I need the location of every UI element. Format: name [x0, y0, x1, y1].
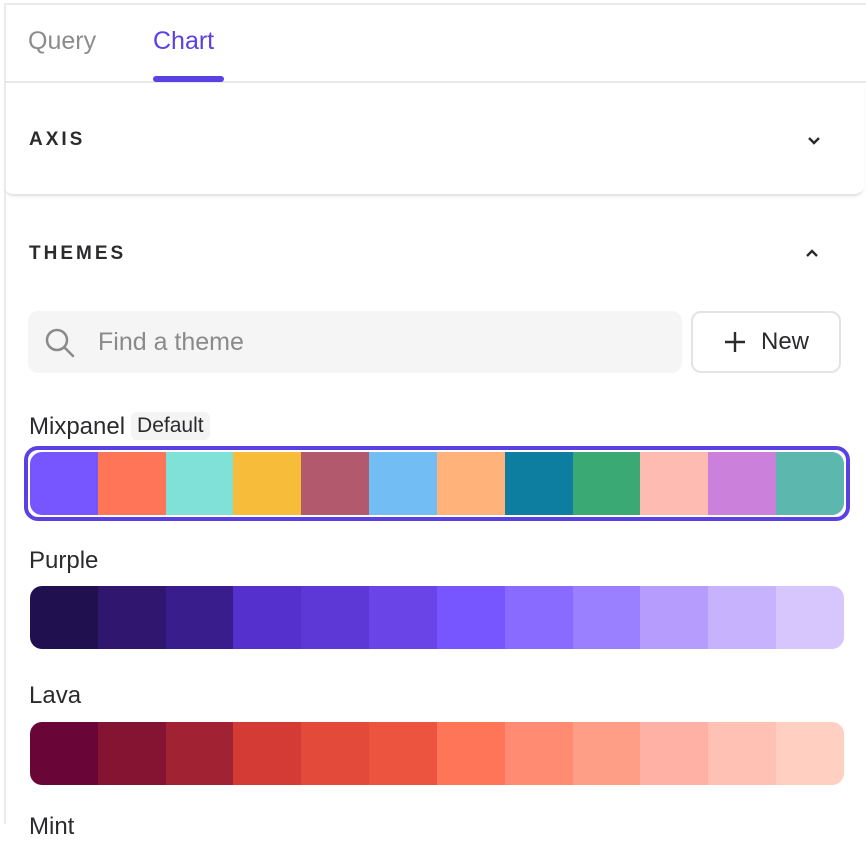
color-swatch — [165, 722, 234, 785]
theme-palette-purple[interactable] — [30, 586, 844, 649]
theme-name: Purple — [29, 547, 99, 574]
new-theme-button[interactable]: New — [691, 311, 841, 373]
plus-icon — [724, 332, 745, 352]
chevron-down-icon[interactable] — [806, 133, 822, 149]
color-swatch — [708, 586, 777, 649]
themes-title: THEMES — [29, 243, 127, 264]
color-swatch — [504, 452, 573, 515]
color-swatch — [301, 586, 370, 649]
active-tab-indicator — [153, 76, 224, 82]
tab-bar: Query Chart — [4, 3, 866, 83]
axis-section[interactable]: AXIS — [4, 83, 864, 196]
color-swatch — [165, 586, 234, 649]
color-swatch — [436, 586, 505, 649]
new-button-label: New — [760, 328, 809, 355]
color-swatch — [708, 722, 777, 785]
search-icon — [45, 328, 75, 358]
color-swatch — [504, 586, 573, 649]
color-swatch — [233, 722, 302, 785]
color-swatch — [301, 452, 370, 515]
color-swatch — [436, 452, 505, 515]
chevron-up-icon[interactable] — [804, 245, 820, 261]
color-swatch — [301, 722, 370, 785]
color-swatch — [776, 722, 844, 785]
selected-theme-outline — [24, 446, 850, 521]
color-swatch — [97, 722, 166, 785]
color-swatch — [776, 452, 844, 515]
default-badge: Default — [131, 412, 210, 440]
color-swatch — [776, 586, 844, 649]
color-swatch — [572, 452, 641, 515]
color-swatch — [233, 452, 302, 515]
color-swatch — [97, 586, 166, 649]
tab-chart[interactable]: Chart — [153, 27, 215, 55]
color-swatch — [30, 586, 98, 649]
color-swatch — [30, 452, 98, 515]
color-swatch — [233, 586, 302, 649]
theme-name: Lava — [29, 682, 82, 709]
color-swatch — [30, 722, 98, 785]
color-swatch — [165, 452, 234, 515]
panel — [4, 3, 866, 824]
color-swatch — [640, 586, 709, 649]
theme-name: Mixpanel Default — [29, 412, 210, 441]
theme-palette-lava[interactable] — [30, 722, 844, 785]
axis-title: AXIS — [29, 129, 86, 150]
color-swatch — [369, 722, 437, 785]
color-swatch — [97, 452, 166, 515]
color-swatch — [708, 452, 777, 515]
color-swatch — [572, 722, 641, 785]
theme-search[interactable] — [28, 311, 682, 373]
theme-palette-mixpanel[interactable] — [30, 452, 844, 515]
color-swatch — [436, 722, 505, 785]
theme-name-text: Mixpanel — [29, 413, 126, 440]
color-swatch — [640, 722, 709, 785]
color-swatch — [640, 452, 709, 515]
theme-name: Mint — [29, 813, 75, 840]
color-swatch — [572, 586, 641, 649]
tab-query[interactable]: Query — [28, 27, 97, 55]
search-input[interactable] — [98, 311, 658, 373]
color-swatch — [369, 586, 437, 649]
color-swatch — [504, 722, 573, 785]
color-swatch — [369, 452, 437, 515]
